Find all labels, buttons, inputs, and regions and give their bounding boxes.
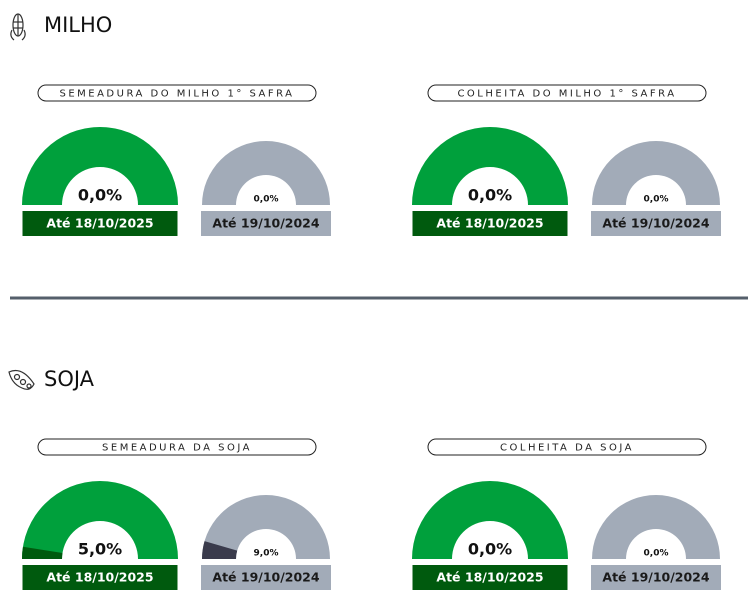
- date-label: Até 19/10/2024: [212, 216, 319, 231]
- gauge-value: 9,0%: [254, 549, 279, 559]
- date-label: Até 19/10/2024: [602, 216, 709, 231]
- date-label: Até 18/10/2025: [46, 570, 153, 585]
- gauge-value: 0,0%: [254, 195, 279, 205]
- panel-title: COLHEITA DO MILHO 1° SAFRA: [457, 89, 676, 100]
- gauge-value: 0,0%: [468, 540, 512, 559]
- panel-title-pill: [37, 84, 317, 102]
- date-box: [591, 211, 721, 236]
- gauge-value: 0,0%: [644, 549, 669, 559]
- soy-icon: [8, 369, 35, 390]
- date-label: Até 18/10/2025: [436, 216, 543, 231]
- date-box: [412, 565, 568, 590]
- section-title: SOJA: [44, 367, 95, 391]
- gauge-value: 0,0%: [78, 186, 122, 205]
- gauge-value: 0,0%: [468, 186, 512, 205]
- gauge-track: [22, 481, 178, 559]
- gauge-track: [592, 141, 720, 205]
- gauge-track: [202, 495, 330, 559]
- gauge-track: [412, 481, 568, 559]
- date-box: [591, 565, 721, 590]
- date-box: [201, 211, 331, 236]
- date-box: [201, 565, 331, 590]
- gauge-track: [202, 141, 330, 205]
- gauge-track: [22, 127, 178, 205]
- date-label: Até 18/10/2025: [46, 216, 153, 231]
- gauge-fill: [202, 541, 238, 559]
- date-label: Até 19/10/2024: [602, 570, 709, 585]
- date-label: Até 18/10/2025: [436, 570, 543, 585]
- date-box: [22, 565, 178, 590]
- date-label: Até 19/10/2024: [212, 570, 319, 585]
- section-title: MILHO: [44, 13, 112, 37]
- panel-title-pill: [37, 438, 317, 456]
- panel-title: COLHEITA DA SOJA: [500, 443, 634, 454]
- panel-title-pill: [427, 438, 707, 456]
- gauge-track: [592, 495, 720, 559]
- gauge-track: [412, 127, 568, 205]
- panel-title: SEMEADURA DA SOJA: [102, 443, 252, 454]
- gauge-value: 5,0%: [78, 540, 122, 559]
- panel-title: SEMEADURA DO MILHO 1° SAFRA: [59, 89, 294, 100]
- gauge-fill: [22, 546, 63, 559]
- corn-icon: [10, 13, 26, 41]
- date-box: [22, 211, 178, 236]
- gauge-value: 0,0%: [644, 195, 669, 205]
- date-box: [412, 211, 568, 236]
- panel-title-pill: [427, 84, 707, 102]
